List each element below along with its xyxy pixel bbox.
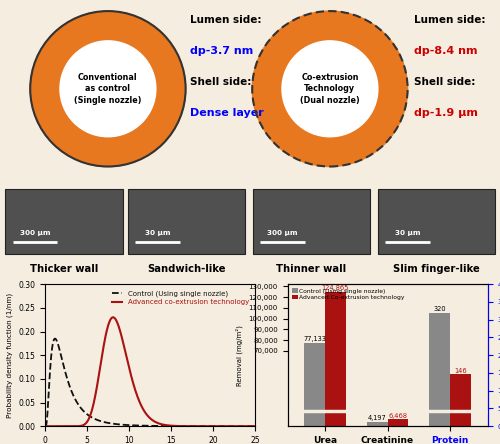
- Text: 124,865: 124,865: [322, 285, 349, 291]
- Text: Sandwich-like: Sandwich-like: [147, 265, 226, 274]
- Control (Using single nozzle): [55, 342, 61, 348]
- Text: 77,133: 77,133: [304, 337, 326, 342]
- Advanced co-extrusion technology: [176, 424, 182, 429]
- Control (Using single nozzle): [223, 424, 229, 429]
- Text: 146: 146: [454, 368, 466, 374]
- Circle shape: [60, 41, 156, 137]
- Text: Thinner wall: Thinner wall: [276, 265, 346, 274]
- Circle shape: [282, 41, 378, 137]
- Control (Using single nozzle): [52, 336, 58, 341]
- Advanced co-extrusion technology: [110, 315, 116, 320]
- Advanced co-extrusion technology: [164, 423, 170, 428]
- Control (Using single nozzle): [176, 424, 182, 429]
- Advanced co-extrusion technology: [170, 423, 176, 428]
- Text: 300 μm: 300 μm: [20, 230, 50, 236]
- Y-axis label: Removal (mg/m²): Removal (mg/m²): [236, 325, 243, 386]
- Line: Advanced co-extrusion technology: Advanced co-extrusion technology: [45, 317, 255, 426]
- Text: Co-extrusion
Technology
(Dual nozzle): Co-extrusion Technology (Dual nozzle): [300, 72, 360, 105]
- Text: 4,197: 4,197: [368, 415, 386, 421]
- Control (Using single nozzle): [170, 424, 176, 429]
- Text: 30 μm: 30 μm: [144, 230, 170, 236]
- Advanced co-extrusion technology: [55, 424, 61, 429]
- Y-axis label: Probability density function (1/nm): Probability density function (1/nm): [6, 293, 12, 418]
- Text: dp-3.7 nm: dp-3.7 nm: [190, 46, 254, 56]
- Control (Using single nozzle): [164, 424, 170, 429]
- Control (Using single nozzle): [252, 424, 258, 429]
- FancyBboxPatch shape: [128, 189, 245, 254]
- Text: Lumen side:: Lumen side:: [414, 15, 486, 25]
- FancyBboxPatch shape: [252, 189, 370, 254]
- Text: 6,468: 6,468: [388, 412, 407, 419]
- Advanced co-extrusion technology: [223, 424, 229, 429]
- Line: Control (Using single nozzle): Control (Using single nozzle): [45, 339, 255, 426]
- Legend: Control (Using single nozzle), Advanced Co-extrusion technology: Control (Using single nozzle), Advanced …: [290, 287, 406, 301]
- Bar: [450, 374, 470, 426]
- Circle shape: [252, 11, 408, 166]
- Text: Slim finger-like: Slim finger-like: [393, 265, 480, 274]
- Bar: [430, 313, 450, 426]
- Bar: [388, 419, 408, 426]
- Advanced co-extrusion technology: [42, 424, 48, 429]
- Control (Using single nozzle): [42, 424, 48, 429]
- Circle shape: [30, 11, 186, 166]
- Bar: [304, 343, 325, 426]
- Text: 30 μm: 30 μm: [394, 230, 420, 236]
- FancyBboxPatch shape: [378, 189, 495, 254]
- Control (Using single nozzle): [202, 424, 207, 429]
- Text: Shell side:: Shell side:: [190, 77, 252, 87]
- Text: 300 μm: 300 μm: [267, 230, 298, 236]
- Advanced co-extrusion technology: [252, 424, 258, 429]
- Legend: Control (Using single nozzle), Advanced co-extrusion technology: Control (Using single nozzle), Advanced …: [109, 288, 252, 308]
- Text: 320: 320: [434, 306, 446, 312]
- Text: Conventional
as control
(Single nozzle): Conventional as control (Single nozzle): [74, 72, 142, 105]
- Text: Lumen side:: Lumen side:: [190, 15, 262, 25]
- Text: Shell side:: Shell side:: [414, 77, 476, 87]
- Text: Dense layer: Dense layer: [190, 108, 264, 118]
- Advanced co-extrusion technology: [202, 424, 207, 429]
- Text: dp-8.4 nm: dp-8.4 nm: [414, 46, 478, 56]
- Bar: [325, 292, 345, 426]
- FancyBboxPatch shape: [5, 189, 122, 254]
- Text: dp-1.9 μm: dp-1.9 μm: [414, 108, 478, 118]
- Bar: [367, 422, 388, 426]
- Text: Thicker wall: Thicker wall: [30, 265, 98, 274]
